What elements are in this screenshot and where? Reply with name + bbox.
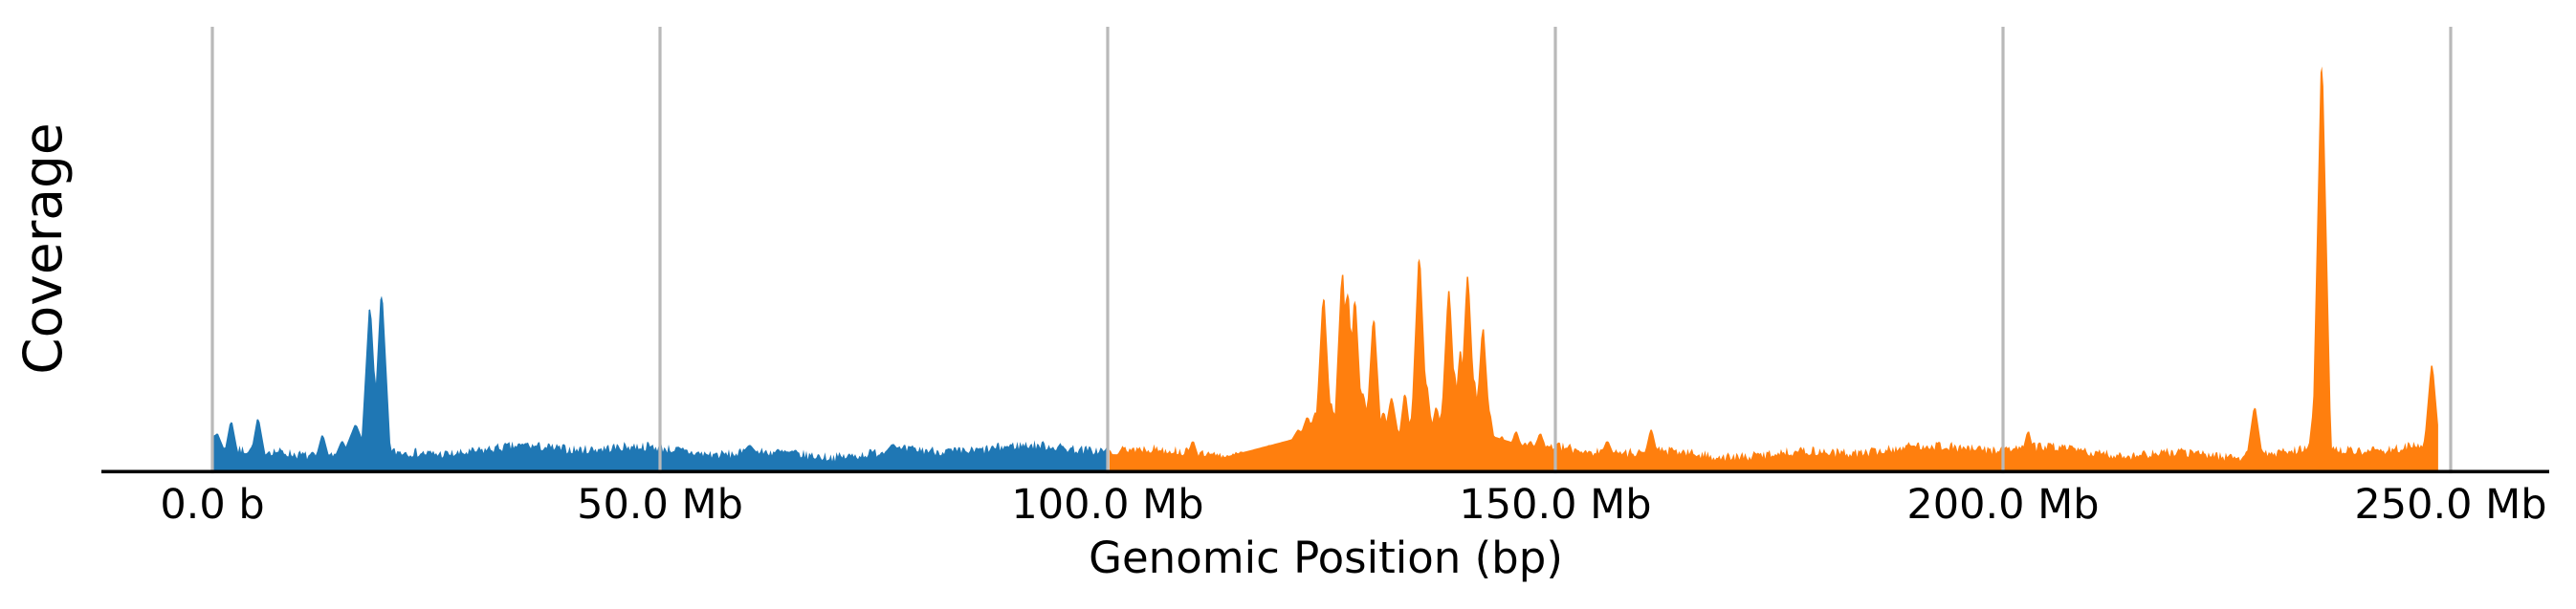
x-axis-spine xyxy=(101,469,2549,474)
x-tick-label-250mb: 250.0 Mb xyxy=(2354,481,2546,529)
x-axis-title: Genomic Position (bp) xyxy=(1089,533,1563,583)
x-tick-label-150mb: 150.0 Mb xyxy=(1459,481,1651,529)
y-axis-title: Coverage xyxy=(12,122,74,375)
x-tick-label-100mb: 100.0 Mb xyxy=(1011,481,1203,529)
coverage-area-segment-2 xyxy=(1109,66,2438,470)
coverage-areas xyxy=(212,66,2438,470)
x-tick-label-200mb: 200.0 Mb xyxy=(1906,481,2099,529)
x-gridlines xyxy=(210,27,2453,474)
x-tick-label-0mb: 0.0 b xyxy=(160,481,264,529)
x-tick-label-50mb: 50.0 Mb xyxy=(577,481,743,529)
x-axis-tick-labels: 0.0 b 50.0 Mb 100.0 Mb 150.0 Mb 200.0 Mb 250.… xyxy=(160,481,2546,529)
coverage-area-segment-1 xyxy=(212,295,1108,470)
